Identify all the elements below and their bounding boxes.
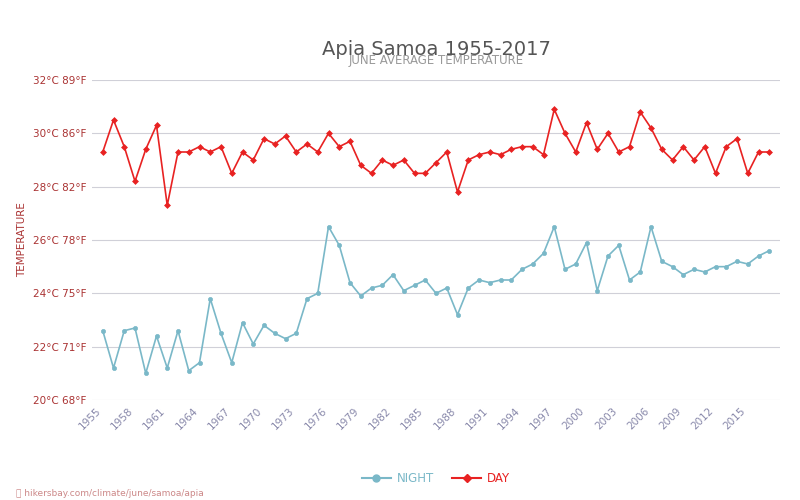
Text: JUNE AVERAGE TEMPERATURE: JUNE AVERAGE TEMPERATURE — [349, 54, 523, 67]
DAY — [162, 202, 172, 208]
DAY — [754, 149, 763, 155]
Legend: NIGHT, DAY: NIGHT, DAY — [357, 468, 515, 490]
NIGHT — [765, 248, 774, 254]
Title: Apia Samoa 1955-2017: Apia Samoa 1955-2017 — [322, 40, 550, 59]
DAY — [98, 149, 107, 155]
DAY — [313, 149, 322, 155]
DAY — [442, 149, 451, 155]
NIGHT — [754, 253, 763, 259]
NIGHT — [313, 290, 322, 296]
Line: NIGHT: NIGHT — [101, 224, 771, 376]
DAY — [550, 106, 559, 112]
NIGHT — [141, 370, 150, 376]
DAY — [765, 149, 774, 155]
NIGHT — [431, 290, 441, 296]
NIGHT — [291, 330, 301, 336]
Y-axis label: TEMPERATURE: TEMPERATURE — [18, 202, 27, 278]
Line: DAY: DAY — [101, 108, 771, 208]
DAY — [291, 149, 301, 155]
NIGHT — [98, 328, 107, 334]
NIGHT — [582, 240, 591, 246]
NIGHT — [324, 224, 334, 230]
DAY — [582, 120, 591, 126]
DAY — [421, 170, 430, 176]
Text: 📍 hikersbay.com/climate/june/samoa/apia: 📍 hikersbay.com/climate/june/samoa/apia — [16, 488, 204, 498]
NIGHT — [453, 312, 462, 318]
